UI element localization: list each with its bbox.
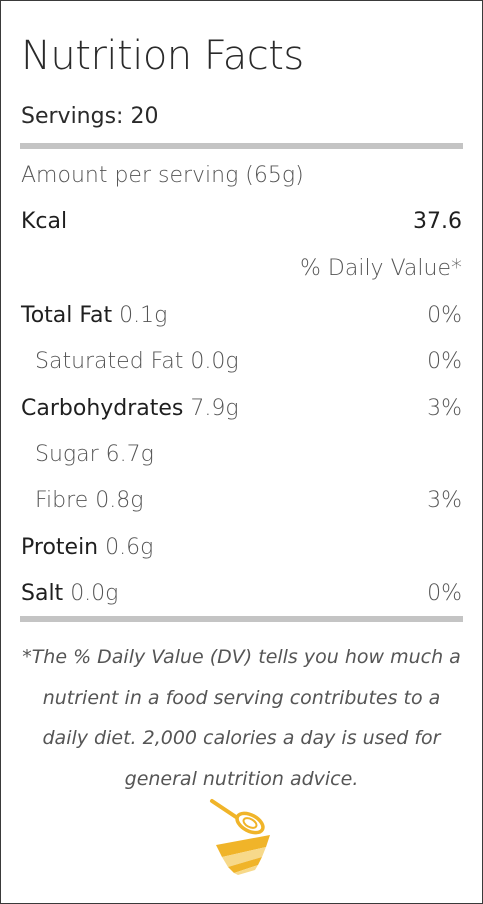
nutrient-row-total-fat: Total Fat 0.1g 0% [21,303,462,333]
nutrient-row-protein: Protein 0.6g [21,535,462,565]
nutrient-amount: 6.7g [105,442,154,467]
daily-value-header: % Daily Value* [300,256,462,281]
nutrient-row-saturated-fat: Saturated Fat 0.0g 0% [21,349,462,379]
nutrient-dv: 0% [427,349,462,374]
nutrient-name: Carbohydrates [21,396,184,421]
nutrient-label: Fibre 0.8g [35,488,143,513]
nutrient-dv: 3% [427,488,462,513]
nutrient-name: Salt [21,581,64,606]
nutrient-amount: 0.6g [105,535,154,560]
nutrient-row-fibre: Fibre 0.8g 3% [21,488,462,518]
amount-per-serving: Amount per serving (65g) [21,163,304,188]
nutrient-dv: 3% [427,396,462,421]
nutrient-label: Total Fat 0.1g [21,303,167,328]
nutrient-label: Salt 0.0g [21,581,118,606]
nutrient-label: Saturated Fat 0.0g [35,349,239,374]
nutrient-name: Protein [21,535,99,560]
nutrient-row-salt: Salt 0.0g 0% [21,581,462,611]
nutrient-dv: 0% [427,303,462,328]
bottom-divider [20,616,463,622]
nutrient-name: Total Fat [21,303,113,328]
nutrient-label: Carbohydrates 7.9g [21,396,239,421]
nutrient-amount: 0.8g [95,488,144,513]
nutrient-amount: 7.9g [190,396,239,421]
nutrient-dv: 0% [427,581,462,606]
nutrient-amount: 0.0g [70,581,119,606]
servings-text: Servings: 20 [21,104,159,129]
nutrient-name: Fibre [35,488,89,513]
nutrient-row-carbohydrates: Carbohydrates 7.9g 3% [21,396,462,426]
nutrient-amount: 0.0g [190,349,239,374]
top-divider [20,143,463,149]
calories-label: Kcal [21,209,68,234]
label-title: Nutrition Facts [21,33,304,79]
nutrient-label: Protein 0.6g [21,535,153,560]
calories-row: Kcal 37.6 [21,209,462,239]
whisk-bowl-icon [208,797,278,877]
nutrient-name: Sugar [35,442,99,467]
calories-value: 37.6 [413,209,462,234]
daily-value-footnote: *The % Daily Value (DV) tells you how mu… [22,646,461,790]
nutrient-name: Saturated Fat [35,349,184,374]
nutrient-label: Sugar 6.7g [35,442,154,467]
nutrient-amount: 0.1g [119,303,168,328]
nutrient-row-sugar: Sugar 6.7g [21,442,462,472]
